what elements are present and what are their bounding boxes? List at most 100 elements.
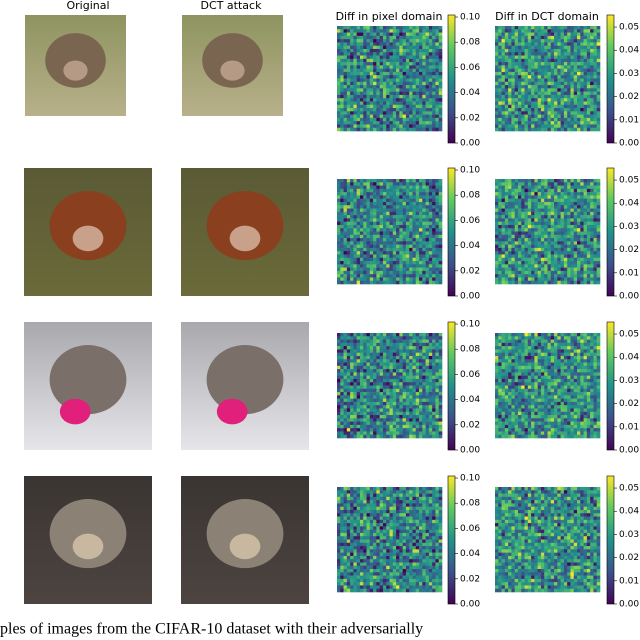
- heatmap-cell: [438, 185, 443, 190]
- heatmap-cell: [396, 349, 400, 353]
- heatmap-cell: [373, 372, 377, 376]
- heatmap-cell: [428, 211, 433, 216]
- heatmap-cell: [544, 270, 548, 275]
- heatmap-cell: [350, 188, 354, 193]
- heatmap-cell: [435, 94, 440, 99]
- heatmap-cell: [428, 104, 433, 109]
- heatmap-cell: [495, 65, 499, 69]
- heatmap-cell: [557, 71, 561, 76]
- heatmap-cell: [366, 91, 371, 96]
- heatmap-cell: [386, 280, 390, 285]
- heatmap-cell: [425, 101, 430, 106]
- heatmap-cell: [405, 254, 410, 259]
- heatmap-cell: [511, 39, 515, 43]
- heatmap-cell: [373, 117, 377, 122]
- heatmap-cell: [343, 211, 348, 216]
- heatmap-cell: [353, 192, 357, 196]
- heatmap-cell: [369, 238, 374, 242]
- heatmap-cell: [419, 48, 423, 53]
- heatmap-cell: [425, 270, 430, 275]
- heatmap-cell: [540, 85, 545, 89]
- heatmap-cell: [521, 274, 525, 278]
- heatmap-cell: [567, 215, 571, 219]
- heatmap-cell: [560, 65, 565, 69]
- heatmap-cell: [514, 48, 519, 53]
- heatmap-cell: [593, 114, 598, 119]
- heatmap-cell: [346, 198, 351, 203]
- heatmap-cell: [389, 355, 394, 360]
- heatmap-cell: [422, 411, 426, 416]
- heatmap-cell: [577, 121, 581, 125]
- heatmap-cell: [550, 58, 555, 63]
- heatmap-cell: [560, 280, 565, 285]
- heatmap-cell: [363, 108, 367, 112]
- heatmap-cell: [409, 81, 413, 86]
- heatmap-cell: [537, 65, 542, 69]
- heatmap-cell: [402, 42, 407, 46]
- heatmap-cell: [337, 211, 341, 216]
- heatmap-cell: [366, 68, 371, 73]
- heatmap-cell: [346, 218, 351, 222]
- heatmap-cell: [537, 88, 542, 92]
- heatmap-cell: [399, 342, 403, 347]
- heatmap-cell: [412, 55, 417, 60]
- heatmap-cell: [389, 188, 394, 193]
- heatmap-cell: [567, 221, 571, 226]
- heatmap-cell: [432, 211, 436, 216]
- heatmap-cell: [363, 277, 367, 282]
- heatmap-cell: [428, 55, 433, 60]
- heatmap-cell: [428, 274, 433, 278]
- heatmap-cell: [438, 208, 443, 213]
- heatmap-cell: [590, 224, 594, 229]
- heatmap-cell: [337, 270, 341, 275]
- heatmap-cell: [396, 195, 400, 199]
- column-title: Diff in DCT domain: [495, 10, 599, 23]
- heatmap-cell: [438, 52, 443, 56]
- heatmap-cell: [527, 251, 532, 255]
- heatmap-cell: [353, 231, 357, 236]
- heatmap-cell: [557, 48, 561, 53]
- heatmap-cell: [550, 42, 555, 46]
- heatmap-cell: [511, 32, 515, 37]
- heatmap-cell: [438, 68, 443, 73]
- heatmap-cell: [366, 388, 371, 393]
- heatmap-cell: [563, 228, 568, 232]
- heatmap-cell: [590, 91, 594, 96]
- heatmap-cell: [366, 101, 371, 106]
- heatmap-cell: [521, 261, 525, 265]
- heatmap-cell: [386, 211, 390, 216]
- heatmap-cell: [422, 32, 426, 37]
- heatmap-cell: [527, 267, 532, 272]
- heatmap-cell: [340, 365, 344, 370]
- heatmap-cell: [346, 405, 351, 409]
- heatmap-cell: [415, 52, 420, 56]
- heatmap-cell: [350, 244, 354, 249]
- heatmap-cell: [396, 32, 400, 37]
- heatmap-cell: [524, 26, 529, 30]
- heatmap-cell: [346, 39, 351, 43]
- heatmap-cell: [495, 195, 499, 199]
- heatmap-cell: [547, 65, 552, 69]
- heatmap-cell: [432, 188, 436, 193]
- heatmap-cell: [340, 91, 344, 96]
- heatmap-cell: [419, 369, 423, 373]
- heatmap-cell: [593, 42, 598, 46]
- heatmap-cell: [495, 111, 499, 115]
- heatmap-cell: [343, 401, 348, 406]
- heatmap-cell: [593, 218, 598, 222]
- heatmap-cell: [386, 182, 390, 186]
- heatmap-cell: [504, 75, 509, 79]
- heatmap-cell: [386, 342, 390, 347]
- heatmap-cell: [580, 198, 584, 203]
- heatmap-cell: [544, 224, 548, 229]
- heatmap-cell: [593, 32, 598, 37]
- heatmap-cell: [590, 208, 594, 213]
- heatmap-cell: [382, 362, 387, 367]
- heatmap-cell: [547, 104, 552, 109]
- heatmap-cell: [524, 274, 529, 278]
- heatmap-cell: [356, 58, 361, 63]
- heatmap-cell: [399, 195, 403, 199]
- heatmap-cell: [498, 26, 502, 30]
- heatmap-cell: [346, 201, 351, 206]
- heatmap-cell: [501, 68, 506, 73]
